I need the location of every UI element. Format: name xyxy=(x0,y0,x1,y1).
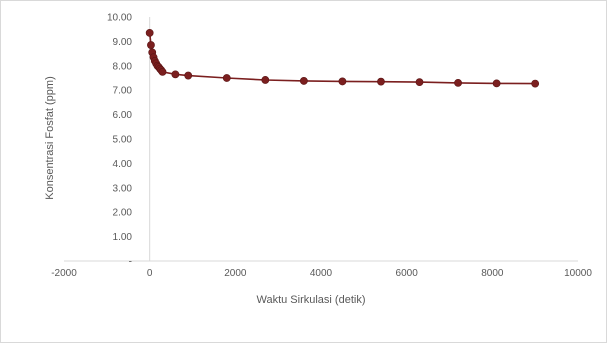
data-point xyxy=(184,71,193,80)
y-tick-label: 4.00 xyxy=(113,159,133,170)
x-tick-label: 8000 xyxy=(481,268,504,279)
data-point xyxy=(492,79,501,88)
x-tick-label: 0 xyxy=(147,268,153,279)
data-point xyxy=(415,78,424,87)
series-line xyxy=(148,32,536,85)
data-point xyxy=(261,76,270,84)
y-tick-label: - xyxy=(129,257,132,268)
data-point xyxy=(299,77,308,85)
y-tick-label: 5.00 xyxy=(113,135,133,146)
x-tick-label: 2000 xyxy=(224,268,247,279)
data-point xyxy=(222,74,231,82)
y-tick-label: 10.00 xyxy=(107,13,132,24)
y-tick-label: 6.00 xyxy=(113,110,133,121)
y-tick-label: 9.00 xyxy=(113,37,133,48)
data-point xyxy=(171,70,180,79)
data-point xyxy=(158,68,167,76)
x-axis-title: Waktu Sirkulasi (detik) xyxy=(256,294,365,306)
x-tick-label: 10000 xyxy=(564,268,592,279)
data-point xyxy=(454,78,462,87)
data-point xyxy=(145,28,154,37)
y-tick-label: 3.00 xyxy=(113,183,133,194)
plot-area: -2000 0 2000 4000 6000 8000 10000 10.00 9.00 8.00… xyxy=(51,13,592,280)
data-point xyxy=(531,79,540,88)
data-point xyxy=(377,77,385,86)
y-tick-label: 2.00 xyxy=(113,208,133,219)
y-axis-title: Konsentrasi Fosfat (ppm) xyxy=(44,76,56,200)
data-point xyxy=(338,77,347,86)
y-tick-label: 8.00 xyxy=(113,61,133,72)
x-tick-label: -2000 xyxy=(51,268,77,279)
x-tick-label: 6000 xyxy=(396,268,419,279)
x-tick-label: 4000 xyxy=(310,268,333,279)
y-tick-label: 1.00 xyxy=(113,232,133,243)
data-point xyxy=(147,41,155,49)
y-tick-label: 7.00 xyxy=(113,86,133,97)
